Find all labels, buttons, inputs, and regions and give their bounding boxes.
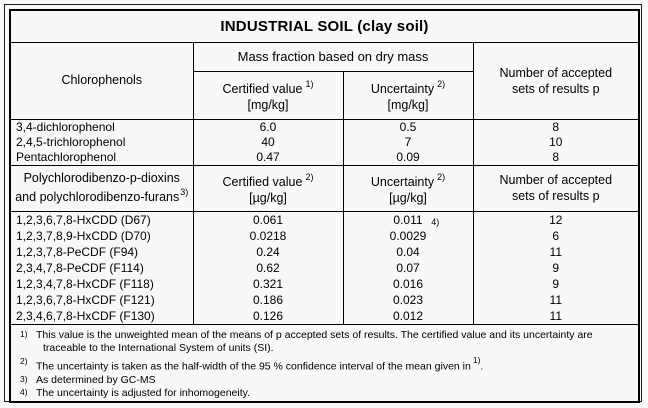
substance-name: 2,3,4,6,7,8-HxCDF (F130) [9, 307, 194, 324]
footnote-text-continued: traceable to the International System of… [43, 342, 274, 354]
substance-name: 3,4-dichlorophenol [9, 119, 194, 135]
uncertainty-header-chlorophenols: Uncertainty 2) [mg/kg] [342, 70, 474, 120]
accepted-sets-count: 11 [472, 307, 640, 324]
table-row: 1,2,3,6,7,8-HxCDD (D67) 0.061 0.011 4) 12 [9, 211, 640, 228]
accepted-sets-count: 6 [472, 227, 640, 244]
certified-value: 0.47 [192, 149, 344, 165]
footnote-3: 3) As determined by GC-MS [17, 374, 630, 388]
accepted-sets-count: 9 [472, 259, 640, 276]
footnote-text: This value is the unweighted mean of the… [36, 328, 593, 341]
uncertainty-value: 0.011 4) [342, 211, 474, 228]
footnote-ref-3: 3) [180, 186, 189, 197]
certified-value: 0.126 [192, 307, 344, 324]
dioxins-label-line2: and polychlorodibenzo-furans [15, 190, 180, 205]
footnote-marker: 2) [20, 355, 28, 366]
mass-fraction-header: Mass fraction based on dry mass [192, 41, 474, 72]
dioxins-label-line1: Polychlorodibenzo-p-dioxins [23, 170, 180, 185]
accepted-sets-count: 11 [472, 243, 640, 260]
table-title: INDUSTRIAL SOIL (clay soil) [9, 9, 640, 43]
footnote-4: 4) The uncertainty is adjusted for inhomo… [17, 387, 630, 401]
certified-value-header-dioxins: Certified value 2) [µg/kg] [192, 164, 344, 212]
substance-name: Pentachlorophenol [9, 149, 194, 165]
table-row: 2,3,4,7,8-PeCDF (F114) 0.62 0.07 9 [9, 259, 640, 276]
footnote-ref-2: 2) [437, 78, 446, 89]
uncertainty-value: 0.0029 [342, 227, 474, 244]
substance-name: 2,3,4,7,8-PeCDF (F114) [9, 259, 194, 276]
substance-name: 1,2,3,6,7,8-HxCDF (F121) [9, 291, 194, 308]
certified-value-unit: [mg/kg] [247, 98, 289, 113]
substance-name: 2,4,5-trichlorophenol [9, 134, 194, 150]
certified-value-label: Certified value [222, 175, 303, 190]
certified-value: 0.186 [192, 291, 344, 308]
accepted-sets-count: 8 [472, 119, 640, 135]
footnotes-row: 1) This value is the unweighted mean of t… [9, 323, 640, 402]
certified-value: 0.0218 [192, 227, 344, 244]
uncertainty-value: 0.07 [342, 259, 474, 276]
title-row: INDUSTRIAL SOIL (clay soil) [9, 9, 640, 43]
certified-value: 0.62 [192, 259, 344, 276]
group-header-dioxins: Polychlorodibenzo-p-dioxins and polychlo… [9, 164, 194, 212]
accepted-sets-count: 10 [472, 134, 640, 150]
uncertainty-value: 0.09 [342, 149, 474, 165]
uncertainty-value: 0.016 [342, 275, 474, 292]
accepted-sets-count: 11 [472, 291, 640, 308]
table-row: Pentachlorophenol 0.47 0.09 8 [9, 149, 640, 165]
accepted-sets-count: 8 [472, 149, 640, 165]
dioxins-header-row: Polychlorodibenzo-p-dioxins and polychlo… [9, 164, 640, 212]
footnote-ref-2: 2) [305, 171, 314, 182]
footnotes-cell: 1) This value is the unweighted mean of t… [9, 323, 640, 402]
footnote-ref-4: 4) [431, 216, 440, 227]
mass-fraction-row: Chlorophenols Mass fraction based on dry… [9, 41, 640, 120]
substance-name: 1,2,3,4,7,8-HxCDF (F118) [9, 275, 194, 292]
table-row: 2,3,4,6,7,8-HxCDF (F130) 0.126 0.012 11 [9, 307, 640, 324]
certified-value-header-chlorophenols: Certified value 1) [mg/kg] [192, 70, 344, 120]
uncertainty-value: 0.012 [342, 307, 474, 324]
certified-value: 0.061 [192, 211, 344, 228]
certified-values-table: INDUSTRIAL SOIL (clay soil) Chlorophenol… [9, 9, 641, 403]
uncertainty-header-dioxins: Uncertainty 2) [µg/kg] [342, 164, 474, 212]
certified-value: 6.0 [192, 119, 344, 135]
certified-value-label: Certified value [222, 82, 303, 97]
certified-value: 40 [192, 134, 344, 150]
certified-value-unit: [µg/kg] [249, 191, 287, 206]
chlorophenols-header-row: Certified value 1) [mg/kg] Uncertainty 2) … [10, 70, 639, 120]
accepted-sets-count: 12 [472, 211, 640, 228]
footnote-tail: . [480, 360, 484, 372]
footnote-marker: 1) [20, 328, 28, 339]
footnote-1: 1) This value is the unweighted mean of t… [17, 329, 630, 356]
footnote-ref-1: 1) [472, 354, 481, 365]
footnote-text: The uncertainty is taken as the half-wid… [36, 360, 471, 372]
table-row: 1,2,3,6,7,8-HxCDF (F121) 0.186 0.023 11 [9, 291, 640, 308]
group-header-chlorophenols: Chlorophenols [9, 41, 194, 120]
table-row: 1,2,3,7,8-PeCDF (F94) 0.24 0.04 11 [9, 243, 640, 260]
table-row: 1,2,3,4,7,8-HxCDF (F118) 0.321 0.016 9 [9, 275, 640, 292]
uncertainty-value: 0.5 [342, 119, 474, 135]
footnote-ref-2: 2) [437, 171, 446, 182]
accepted-sets-count: 9 [472, 275, 640, 292]
table-row: 2,4,5-trichlorophenol 40 7 10 [9, 134, 640, 150]
substance-name: 1,2,3,7,8,9-HxCDD (D70) [9, 227, 194, 244]
substance-name: 1,2,3,7,8-PeCDF (F94) [9, 243, 194, 260]
footnote-marker: 4) [20, 387, 28, 397]
table-row: 1,2,3,7,8,9-HxCDD (D70) 0.0218 0.0029 6 [9, 227, 640, 244]
uncertainty-unit: [µg/kg] [389, 191, 427, 206]
uncertainty-value: 0.04 [342, 243, 474, 260]
uncertainty-value: 0.023 [342, 291, 474, 308]
footnote-ref-1: 1) [305, 78, 314, 89]
footnote-2: 2) The uncertainty is taken as the half-w… [17, 354, 630, 374]
certified-value: 0.321 [192, 275, 344, 292]
uncertainty-label: Uncertainty [370, 175, 435, 190]
count-header-dioxins: Number of accepted sets of results p [472, 164, 640, 212]
substance-name: 1,2,3,6,7,8-HxCDD (D67) [9, 211, 194, 228]
count-header-chlorophenols: Number of accepted sets of results p [472, 41, 640, 120]
footnote-text: The uncertainty is adjusted for inhomoge… [36, 387, 251, 399]
certified-value: 0.24 [192, 243, 344, 260]
uncertainty-label: Uncertainty [370, 82, 435, 97]
table-row: 3,4-dichlorophenol 6.0 0.5 8 [9, 119, 640, 135]
footnote-text: As determined by GC-MS [36, 373, 156, 386]
footnote-marker: 3) [20, 373, 28, 384]
uncertainty-unit: [mg/kg] [387, 98, 429, 113]
uncertainty-value: 7 [342, 134, 474, 150]
